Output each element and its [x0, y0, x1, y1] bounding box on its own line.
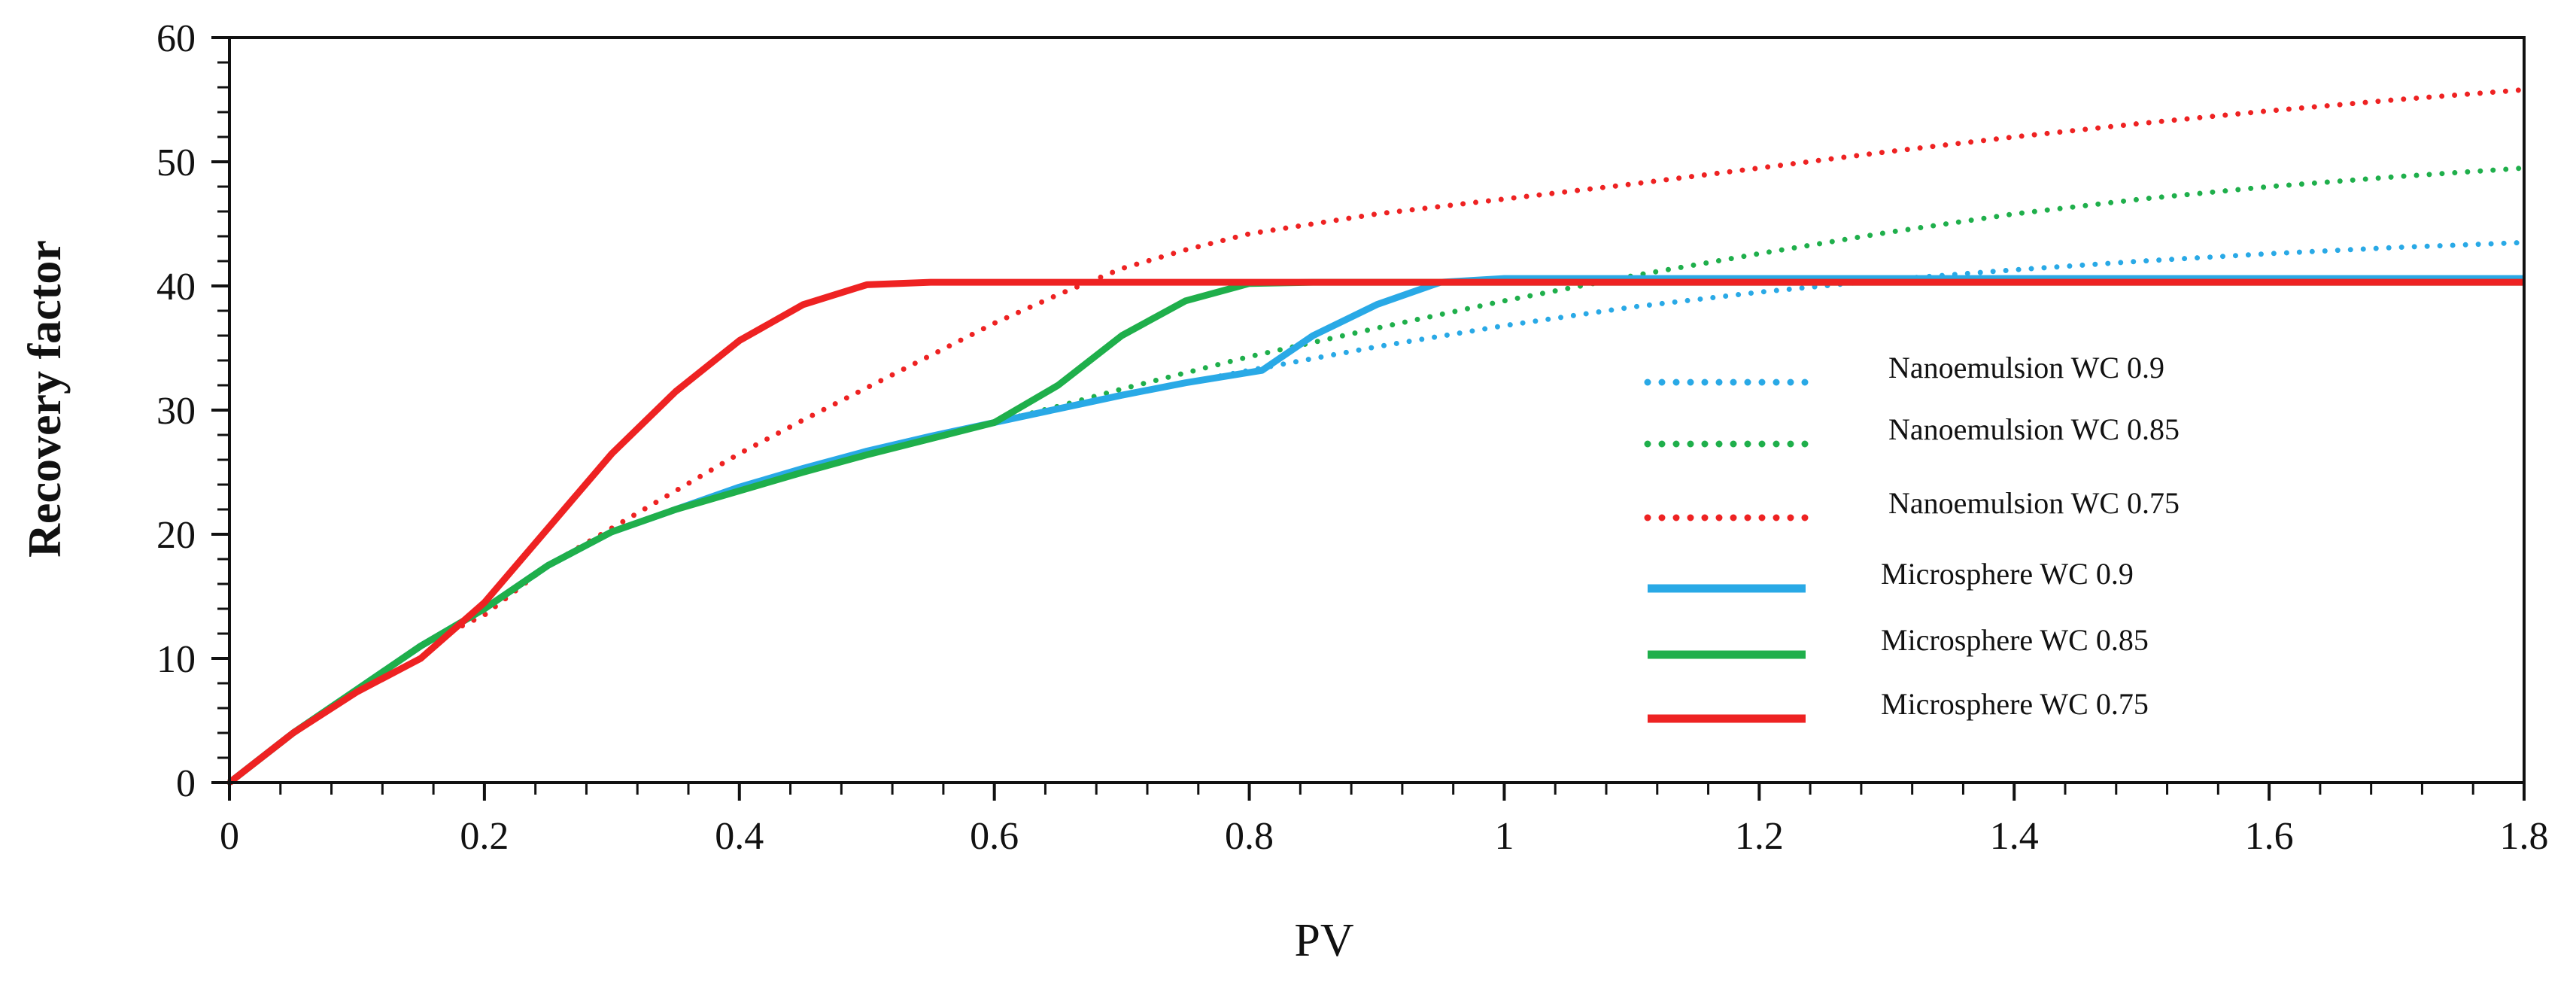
y-tick-label: 10 [156, 638, 196, 681]
legend-label: Nanoemulsion WC 0.85 [1888, 412, 2180, 446]
series-layer [226, 87, 2527, 786]
y-tick-label: 60 [156, 17, 196, 60]
legend-label: Nanoemulsion WC 0.75 [1888, 486, 2180, 520]
y-tick-label: 50 [156, 141, 196, 184]
legend-label: Microsphere WC 0.75 [1881, 687, 2149, 721]
y-tick-label: 40 [156, 266, 196, 309]
x-axis-title: PV [1294, 915, 1353, 966]
x-tick-label: 1.2 [1735, 815, 1784, 858]
x-tick-label: 0.6 [970, 815, 1019, 858]
x-tick-label: 0.4 [715, 815, 764, 858]
legend-label: Nanoemulsion WC 0.9 [1888, 351, 2164, 385]
y-tick-label: 20 [156, 514, 196, 557]
y-tick-label: 30 [156, 390, 196, 433]
x-tick-label: 0.8 [1225, 815, 1274, 858]
series-line-microsphere-wc-0-75 [227, 278, 2524, 786]
legend-label: Microsphere WC 0.85 [1881, 623, 2149, 657]
axes-layer [211, 36, 2526, 801]
x-tick-label: 1.4 [1990, 815, 2039, 858]
x-tick-label: 1.6 [2245, 815, 2294, 858]
x-tick-label: 1.8 [2500, 815, 2549, 858]
legend-label: Microsphere WC 0.9 [1881, 557, 2134, 591]
x-tick-label: 0.2 [460, 815, 509, 858]
tick-labels: 0 0.2 0.4 0.6 0.8 1 1.2 1.4 1.6 1.8 0 10 20 30 40 50 60 [156, 17, 2549, 858]
x-tick-label: 0 [220, 815, 239, 858]
x-tick-label: 1 [1494, 815, 1514, 858]
y-tick-label: 0 [176, 762, 196, 805]
legend: Nanoemulsion WC 0.9 Nanoemulsion WC 0.85 N… [1644, 351, 2180, 723]
y-axis-title: Recovery factor [20, 240, 71, 558]
